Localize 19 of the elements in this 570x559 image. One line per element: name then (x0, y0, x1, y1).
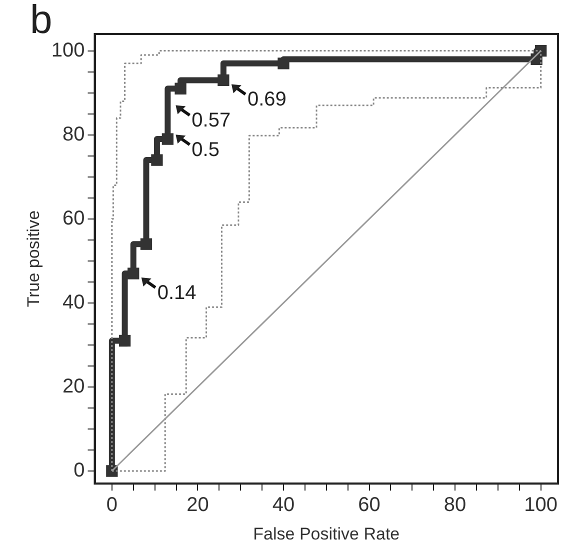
annotation: 0.5 (192, 139, 220, 162)
x-tick-label: 0 (106, 494, 118, 516)
x-tick-label: 40 (272, 494, 295, 516)
y-tick-label: 100 (51, 39, 85, 62)
annotation: 0.14 (157, 282, 196, 304)
y-tick-label: 40 (62, 291, 85, 314)
text: b (30, 0, 52, 42)
y-tick-label: 20 (62, 375, 85, 398)
y-tick-label: 80 (62, 123, 85, 146)
x-tick-label: 20 (186, 494, 209, 516)
y-axis-title: True positive (24, 210, 43, 308)
x-tick-label: 100 (524, 494, 558, 516)
y-tick-label: 60 (62, 207, 85, 230)
annotation: 0.57 (192, 110, 231, 132)
y-tick-label: 0 (74, 460, 85, 482)
annotation: 0.69 (247, 88, 286, 111)
x-axis-title: False Positive Rate (253, 524, 400, 544)
x-tick-label: 60 (358, 494, 380, 516)
x-tick-label: 80 (444, 494, 466, 516)
